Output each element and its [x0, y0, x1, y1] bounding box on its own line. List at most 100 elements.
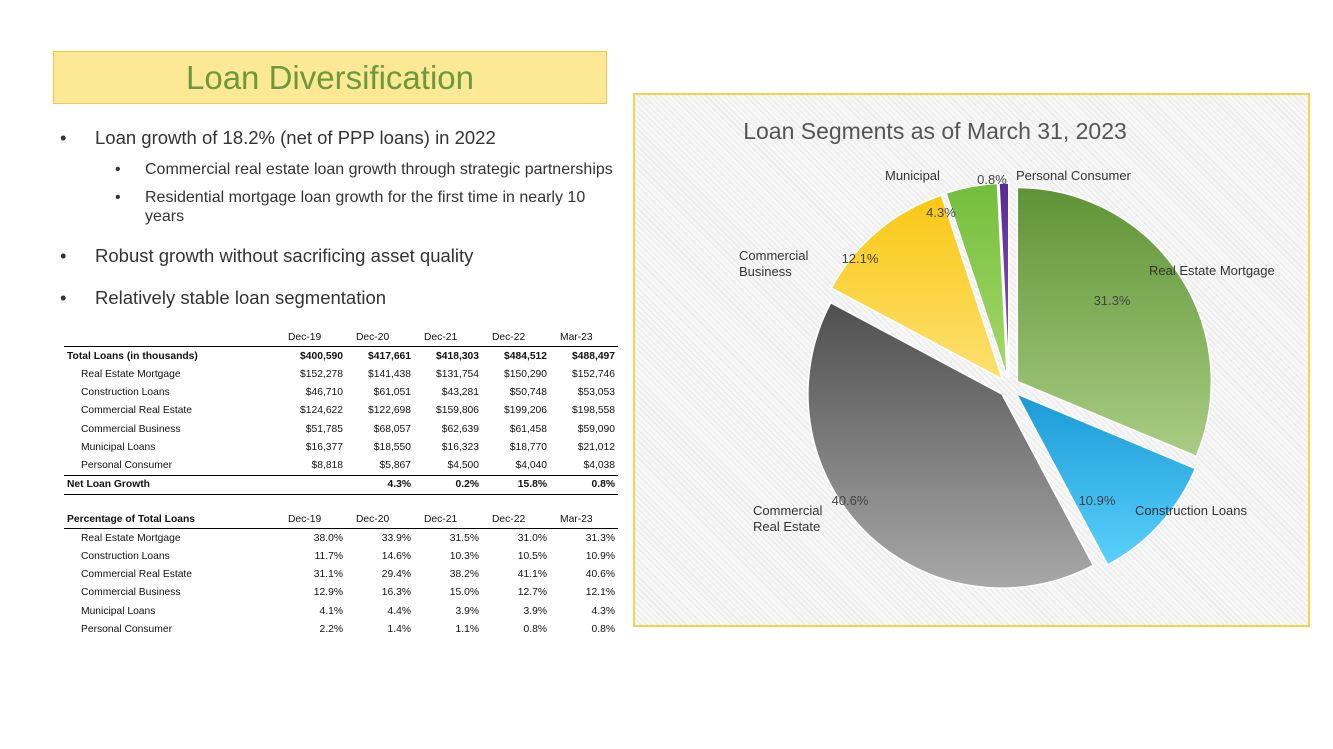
table-header-cell: Dec-21: [414, 510, 482, 530]
table-cell: 2.2%: [319, 623, 343, 635]
slide-title: Loan Diversification: [53, 51, 607, 104]
pie-slice-municipal: [945, 182, 1008, 378]
pie-slice-commercial-business: [830, 194, 1004, 381]
table-cell: $198,558: [572, 405, 615, 417]
table-row: Real Estate Mortgage $152,278 $141,438 $…: [64, 365, 618, 383]
row-label: Commercial Real Estate: [81, 569, 193, 581]
table-row: Real Estate Mortgage 38.0% 33.9% 31.5% 3…: [64, 529, 618, 548]
table-cell: $152,746: [572, 368, 615, 380]
row-label: Net Loan Growth: [64, 474, 278, 495]
table-row: Construction Loans $46,710 $61,051 $43,2…: [64, 384, 618, 402]
table-cell: $417,661: [368, 350, 411, 362]
table-cell: $61,051: [373, 387, 411, 399]
table-cell: $4,040: [515, 459, 548, 471]
table-cell: $4,038: [583, 459, 616, 471]
slice-percent-label: 12.1%: [842, 251, 879, 266]
table-cell: 33.9%: [381, 532, 411, 544]
table-cell: $21,012: [577, 441, 615, 453]
slice-percent-label: 4.3%: [926, 205, 956, 220]
table-header-cell: Mar-23: [550, 328, 618, 348]
slice-percent-label: 10.9%: [1079, 493, 1116, 508]
table-cell: 4.1%: [319, 605, 343, 617]
row-label: Construction Loans: [81, 550, 170, 562]
pie-chart: Loan Segments as of March 31, 2023 31.3%…: [739, 118, 1275, 589]
slice-category-label: Real Estate Mortgage: [1149, 263, 1275, 278]
table-cell: 15.0%: [449, 587, 479, 599]
row-label: Commercial Real Estate: [81, 405, 193, 417]
table-cell: 12.1%: [585, 587, 615, 599]
bullet-list: Loan growth of 18.2% (net of PPP loans) …: [60, 126, 620, 310]
loan-percentage-table: Percentage of Total Loans Dec-19 Dec-20 …: [64, 510, 618, 638]
table-cell: 10.9%: [585, 550, 615, 562]
slice-category-label: Personal Consumer: [1016, 168, 1132, 183]
table-header-cell: Dec-20: [346, 510, 414, 530]
table-cell: 31.3%: [585, 532, 615, 544]
table-cell: 11.7%: [314, 550, 343, 562]
table-header-cell: Dec-22: [482, 328, 550, 348]
table-cell: 0.2%: [414, 474, 482, 495]
table-cell: 0.8%: [523, 623, 547, 635]
slice-category-label: Commercial: [753, 503, 822, 518]
table-row: Commercial Real Estate 31.1% 29.4% 38.2%…: [64, 566, 618, 584]
table-cell: 4.3%: [591, 605, 615, 617]
table-cell: [278, 474, 346, 495]
table-cell: $59,090: [577, 423, 615, 435]
chart-title: Loan Segments as of March 31, 2023: [743, 118, 1127, 144]
table-header-cell: Mar-23: [550, 510, 618, 530]
total-loans-row: Total Loans (in thousands) $400,590 $417…: [64, 347, 618, 366]
row-label: Real Estate Mortgage: [81, 532, 181, 544]
table-cell: 29.4%: [381, 569, 411, 581]
row-label: Commercial Business: [81, 423, 181, 435]
pie-chart-panel: Loan Segments as of March 31, 2023 31.3%…: [633, 93, 1310, 627]
table-cell: $159,806: [436, 405, 479, 417]
loan-balances-table: Dec-19 Dec-20 Dec-21 Dec-22 Mar-23 Total…: [64, 328, 618, 495]
table-row: Municipal Loans 4.1% 4.4% 3.9% 3.9% 4.3%: [64, 602, 618, 620]
table-cell: 31.0%: [517, 532, 547, 544]
table-cell: $50,748: [509, 387, 547, 399]
bullet-item: Relatively stable loan segmentation: [60, 286, 620, 310]
table-cell: $152,278: [300, 368, 343, 380]
table-cell: $124,622: [300, 405, 343, 417]
table-row: Personal Consumer $8,818 $5,867 $4,500 $…: [64, 456, 618, 475]
table-cell: 10.5%: [517, 550, 547, 562]
table-cell: $8,818: [311, 459, 344, 471]
table-cell: $62,639: [441, 423, 479, 435]
table-cell: $43,281: [441, 387, 479, 399]
table-header-cell: Dec-19: [278, 328, 346, 348]
table-cell: $418,303: [436, 350, 479, 362]
table-row: Personal Consumer 2.2% 1.4% 1.1% 0.8% 0.…: [64, 620, 618, 638]
table-header-cell: [64, 328, 278, 348]
table-cell: $53,053: [577, 387, 615, 399]
table-cell: 38.2%: [449, 569, 479, 581]
table-header-row: Dec-19 Dec-20 Dec-21 Dec-22 Mar-23: [64, 328, 618, 348]
table-row: Commercial Business $51,785 $68,057 $62,…: [64, 420, 618, 438]
table-cell: $51,785: [305, 423, 343, 435]
table-header-cell: Percentage of Total Loans: [64, 510, 278, 530]
table-cell: 10.3%: [449, 550, 479, 562]
table-cell: 31.1%: [313, 569, 343, 581]
table-row: Municipal Loans $16,377 $18,550 $16,323 …: [64, 438, 618, 456]
table-cell: 14.6%: [381, 550, 411, 562]
table-cell: $16,323: [441, 441, 479, 453]
table-cell: $46,710: [305, 387, 343, 399]
table-cell: $18,770: [509, 441, 547, 453]
table-cell: 0.8%: [591, 623, 615, 635]
table-cell: 3.9%: [455, 605, 479, 617]
row-label: Construction Loans: [81, 387, 170, 399]
slice-percent-label: 31.3%: [1094, 293, 1131, 308]
table-header-cell: Dec-22: [482, 510, 550, 530]
row-label: Municipal Loans: [81, 605, 156, 617]
table-cell: $484,512: [504, 350, 547, 362]
table-row: Construction Loans 11.7% 14.6% 10.3% 10.…: [64, 547, 618, 565]
table-cell: 0.8%: [550, 474, 618, 495]
pie-slice-commercial-real-estate: [807, 301, 1095, 589]
bullet-item: Robust growth without sacrificing asset …: [60, 244, 620, 268]
row-label: Municipal Loans: [81, 441, 156, 453]
row-label: Real Estate Mortgage: [81, 368, 181, 380]
table-cell: $5,867: [379, 459, 412, 471]
slice-category-label: Real Estate: [753, 519, 820, 534]
table-cell: 4.3%: [346, 474, 414, 495]
pie-slice-real-estate-mortgage: [1016, 186, 1213, 458]
table-cell: $68,057: [373, 423, 411, 435]
slice-percent-label: 40.6%: [832, 493, 869, 508]
